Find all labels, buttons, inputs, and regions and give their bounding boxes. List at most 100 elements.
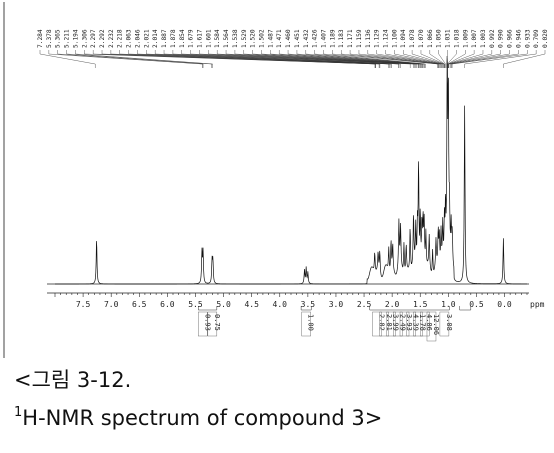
peak-label: 1.189 bbox=[329, 29, 336, 48]
peak-label-connector bbox=[448, 50, 501, 68]
peak-label-connector bbox=[464, 50, 537, 68]
peak-label: 1.018 bbox=[453, 29, 460, 48]
peak-label-connector bbox=[199, 50, 414, 68]
peak-label-connector bbox=[438, 50, 446, 68]
peak-label: 1.070 bbox=[418, 29, 425, 48]
peak-label-connector bbox=[450, 50, 510, 68]
peak-label: 1.100 bbox=[391, 29, 398, 48]
peak-label-connector bbox=[252, 50, 420, 68]
x-tick-label: 3.0 bbox=[329, 300, 344, 309]
peak-label-connector bbox=[349, 50, 439, 68]
peak-label-connector bbox=[451, 50, 519, 68]
peak-label: 1.502 bbox=[258, 29, 265, 48]
peak-label-connector bbox=[48, 50, 203, 68]
peak-label-connector bbox=[75, 50, 213, 68]
peak-label-connector bbox=[411, 50, 445, 68]
integral-value-box bbox=[372, 311, 382, 337]
x-tick-label: 6.0 bbox=[160, 300, 175, 309]
peak-label-connector bbox=[243, 50, 419, 68]
peak-label: 1.007 bbox=[471, 29, 478, 48]
x-tick-label: 5.5 bbox=[188, 300, 203, 309]
peak-label: 1.066 bbox=[427, 29, 434, 48]
integral-value-box bbox=[406, 311, 416, 337]
peak-label: 0.020 bbox=[542, 29, 549, 48]
peak-label: 1.538 bbox=[232, 29, 239, 48]
x-axis-unit-label: ppm bbox=[530, 300, 545, 309]
peak-label: 1.887 bbox=[161, 29, 168, 48]
integral-value-box bbox=[207, 311, 218, 337]
x-tick-label: 2.0 bbox=[385, 300, 400, 309]
peak-label: 0.933 bbox=[524, 29, 531, 48]
integral-bracket bbox=[459, 306, 472, 311]
peak-label: 1.159 bbox=[356, 29, 363, 48]
peak-label: 1.426 bbox=[312, 29, 319, 48]
peak-label-connector bbox=[234, 50, 419, 68]
peak-label-connector bbox=[403, 50, 444, 68]
integral-value-box bbox=[420, 311, 430, 337]
x-tick-label: 5.0 bbox=[216, 300, 231, 309]
peak-label: 2.021 bbox=[143, 29, 150, 48]
peak-label-connector bbox=[287, 50, 423, 68]
peak-label: 0.990 bbox=[498, 29, 505, 48]
peak-label-connector bbox=[503, 50, 546, 68]
integral-value-box bbox=[399, 311, 410, 337]
peak-label: 1.050 bbox=[436, 29, 443, 48]
peak-label-connector bbox=[385, 50, 442, 68]
peak-label-connector bbox=[172, 50, 400, 68]
peak-label-connector bbox=[208, 50, 415, 68]
peak-label: 1.136 bbox=[365, 29, 372, 48]
peak-label-connector bbox=[119, 50, 381, 68]
peak-label: 0.992 bbox=[489, 29, 496, 48]
peak-label: 2.046 bbox=[134, 29, 141, 48]
x-tick-label: 4.0 bbox=[273, 300, 288, 309]
integral-value-box bbox=[386, 311, 396, 337]
peak-label: 5.378 bbox=[46, 29, 53, 48]
peak-label-connector bbox=[270, 50, 422, 68]
peak-label: 1.584 bbox=[214, 29, 221, 48]
peak-label: 0.709 bbox=[533, 29, 540, 48]
peak-label-connector bbox=[446, 50, 448, 68]
peak-label: 5.365 bbox=[55, 29, 62, 48]
peak-label-connector bbox=[101, 50, 376, 68]
peak-label: 1.432 bbox=[303, 29, 310, 48]
peak-label: 2.218 bbox=[117, 29, 124, 48]
peak-label: 1.878 bbox=[170, 29, 177, 48]
x-tick-label: 4.5 bbox=[244, 300, 259, 309]
peak-label: 1.451 bbox=[294, 29, 301, 48]
figure-caption-line1: <그림 3-12. bbox=[14, 368, 132, 392]
peak-label-connector bbox=[323, 50, 426, 68]
peak-label: 1.009 bbox=[462, 29, 469, 48]
integral-value-box bbox=[379, 311, 389, 337]
x-tick-label: 7.5 bbox=[76, 300, 91, 309]
x-tick-label: 7.0 bbox=[104, 300, 119, 309]
peak-label-connector bbox=[216, 50, 416, 68]
peak-label-connector bbox=[163, 50, 399, 68]
peak-label-connector bbox=[358, 50, 440, 68]
peak-label-connector bbox=[451, 50, 528, 68]
peak-label: 7.284 bbox=[37, 29, 44, 48]
peak-label: 1.471 bbox=[276, 29, 283, 48]
integral-bracket bbox=[300, 306, 312, 311]
x-tick-label: 0.0 bbox=[497, 300, 512, 309]
peak-label: 2.292 bbox=[99, 29, 106, 48]
integral-bracket bbox=[198, 306, 218, 311]
x-tick-label: 1.0 bbox=[441, 300, 456, 309]
peak-label: 2.297 bbox=[90, 29, 97, 48]
integral-value-box bbox=[439, 311, 450, 337]
peak-label: 1.564 bbox=[223, 29, 230, 48]
peak-label: 0.966 bbox=[507, 29, 514, 48]
x-tick-label: 3.5 bbox=[301, 300, 316, 309]
peak-label-connector bbox=[332, 50, 438, 68]
peak-label-connector bbox=[225, 50, 417, 68]
caption-superscript: 1 bbox=[14, 405, 23, 420]
peak-label-connector bbox=[429, 50, 445, 68]
peak-label: 1.171 bbox=[347, 29, 354, 48]
peak-label: 5.194 bbox=[72, 29, 79, 48]
peak-label: 1.031 bbox=[445, 29, 452, 48]
peak-label-connector bbox=[341, 50, 439, 68]
caption-text: H-NMR spectrum of compound 3> bbox=[22, 406, 383, 430]
peak-label-connector bbox=[39, 50, 96, 68]
nmr-spectrum-chart: 7.5 7.0 6.5 6.0 5.5 5.0 4.5 4.0 3.5 3.0 2.5 2.0 1.5 1… bbox=[3, 2, 549, 358]
peak-label: 1.003 bbox=[480, 29, 487, 48]
peak-label: 1.094 bbox=[400, 29, 407, 48]
